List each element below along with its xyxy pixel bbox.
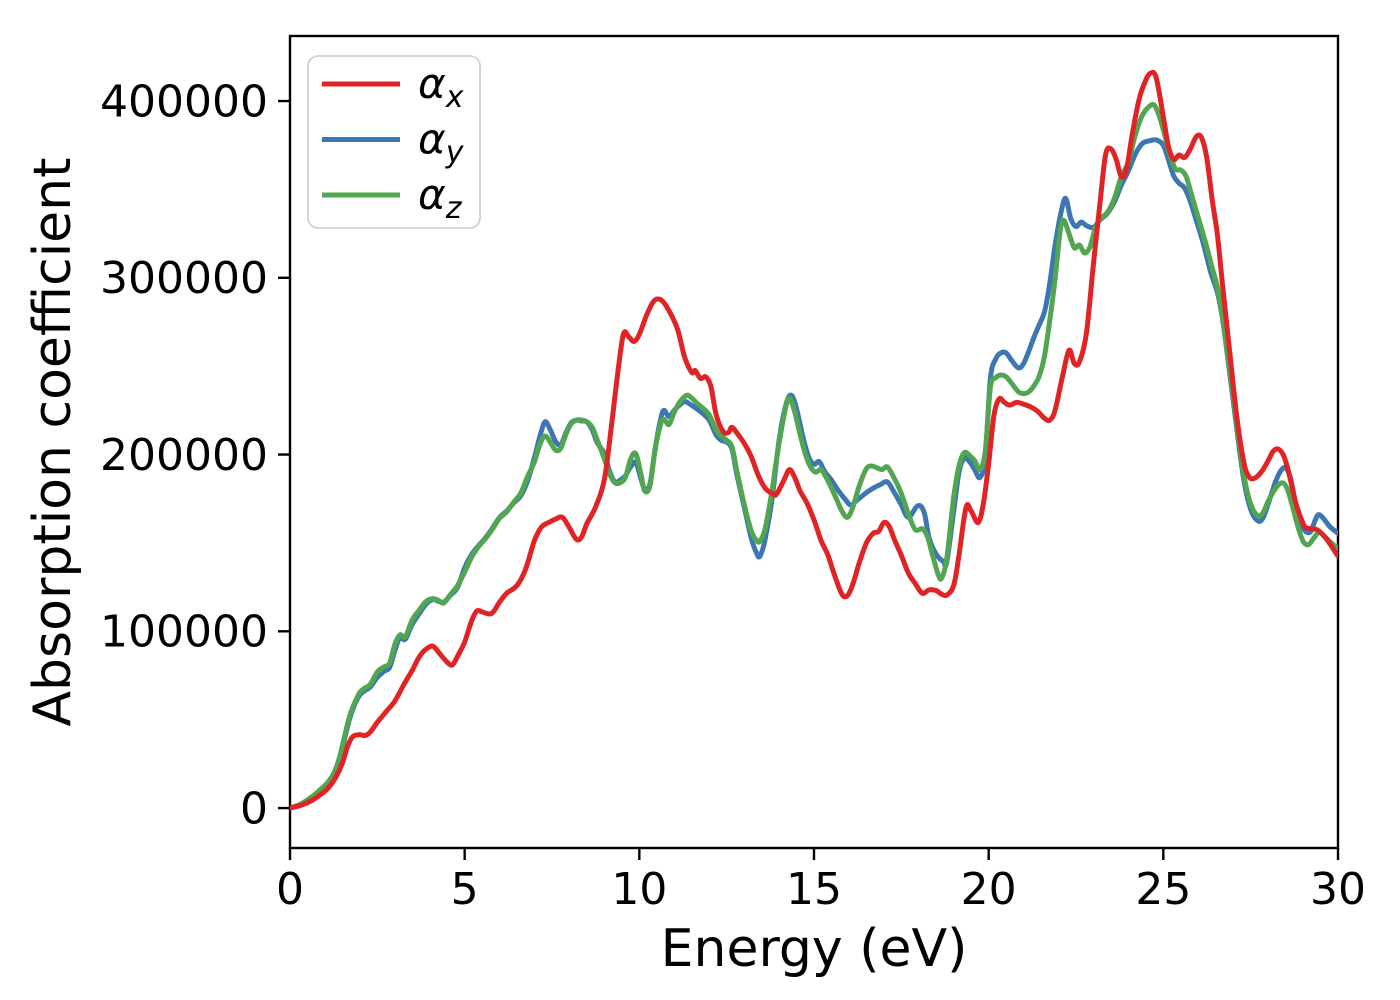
x-tick-label: 15 xyxy=(786,864,842,915)
x-tick-label: 5 xyxy=(451,864,479,915)
legend-label-alpha_z: αz xyxy=(418,170,463,226)
x-tick-label: 20 xyxy=(961,864,1017,915)
x-axis-label: Energy (eV) xyxy=(661,919,968,979)
series-lines xyxy=(290,69,1338,811)
x-tick-label: 30 xyxy=(1310,864,1366,915)
y-tick-label: 400000 xyxy=(100,76,268,127)
legend-label-alpha_y: αy xyxy=(418,115,465,171)
y-axis-label: Absorption coefficient xyxy=(23,157,83,726)
axis-labels: 0 5 10 15 20 25 30 0 100000 200000 300000 400000 Ene… xyxy=(23,76,1366,979)
series-line-alpha_x xyxy=(290,69,1338,811)
x-tick-label: 25 xyxy=(1135,864,1191,915)
x-tick-label: 10 xyxy=(611,864,667,915)
legend-label-alpha_x: αx xyxy=(418,59,464,115)
y-tick-label: 200000 xyxy=(100,430,268,481)
x-tick-label: 0 xyxy=(276,864,304,915)
y-tick-label: 100000 xyxy=(100,607,268,658)
y-tick-label: 0 xyxy=(240,783,268,834)
y-tick-label: 300000 xyxy=(100,253,268,304)
